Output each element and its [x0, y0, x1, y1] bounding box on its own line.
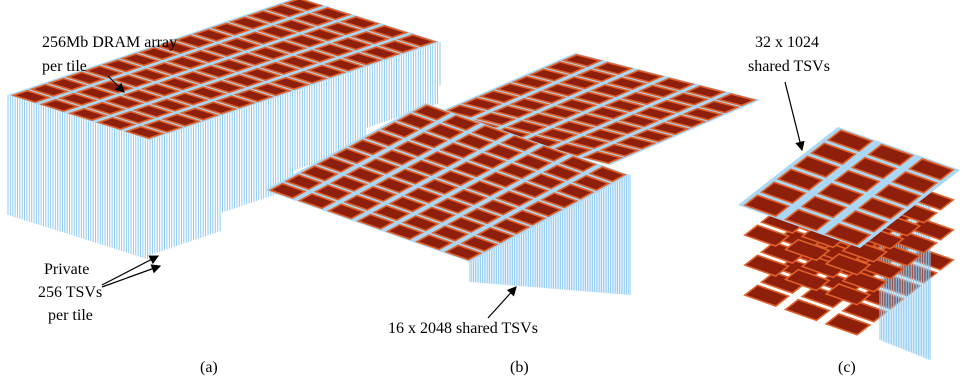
- annotation: per tile: [48, 307, 93, 324]
- annotation: 256 TSVs: [38, 284, 102, 301]
- figure: 256Mb DRAM array per tile Private 256 TS…: [0, 0, 963, 381]
- arrow: [488, 287, 516, 318]
- arrow: [785, 82, 802, 150]
- panel-label: (c): [838, 359, 856, 376]
- panel-label: (a): [200, 359, 218, 376]
- annotation: 256Mb DRAM array: [42, 34, 177, 51]
- annotation: per tile: [42, 58, 87, 75]
- artwork: [8, 0, 960, 360]
- panel-label: (b): [510, 359, 529, 376]
- arrow: [102, 256, 158, 285]
- annotation: Private: [44, 261, 89, 278]
- arrow: [102, 266, 160, 287]
- annotation: 16 x 2048 shared TSVs: [388, 320, 538, 337]
- annotation: 32 x 1024: [755, 34, 819, 51]
- annotation: shared TSVs: [748, 58, 830, 75]
